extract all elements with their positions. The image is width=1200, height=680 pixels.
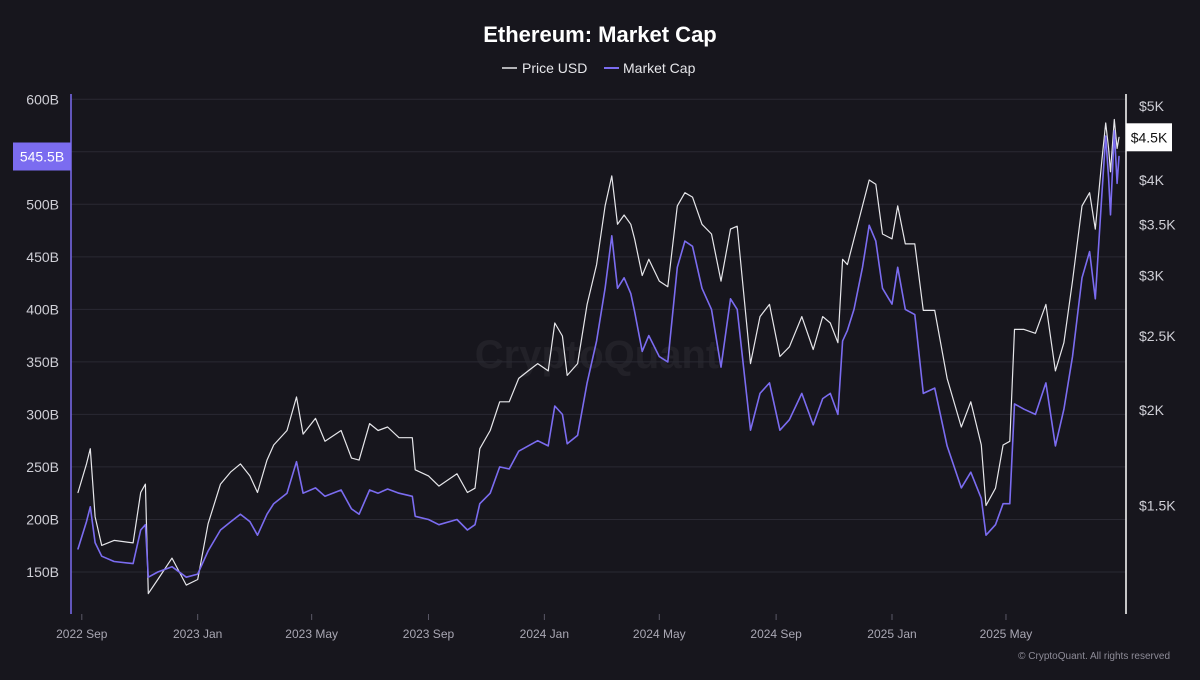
x-tick-label: 2024 May bbox=[633, 627, 686, 641]
right-tick-label: $2K bbox=[1139, 402, 1165, 418]
right-tick-label: $4K bbox=[1139, 172, 1165, 188]
left-tick-label: 500B bbox=[26, 196, 59, 212]
price-current-value: $4.5K bbox=[1131, 129, 1168, 145]
market-cap-current-badge bbox=[13, 142, 71, 171]
left-tick-label: 350B bbox=[26, 354, 59, 370]
x-tick-label: 2025 Jan bbox=[867, 627, 916, 641]
left-axis: 150B 200B 250B 300B 350B 400B 450B 500B 600B bbox=[26, 91, 72, 614]
x-tick-label: 2022 Sep bbox=[56, 627, 108, 641]
left-tick-label: 150B bbox=[26, 564, 59, 580]
right-tick-label: $1.5K bbox=[1139, 497, 1176, 513]
x-tick-label: 2023 May bbox=[285, 627, 338, 641]
market-cap-current-value: 545.5B bbox=[20, 149, 64, 165]
left-tick-label: 600B bbox=[26, 91, 59, 107]
right-tick-label: $3.5K bbox=[1139, 216, 1176, 232]
right-tick-label: $2.5K bbox=[1139, 328, 1176, 344]
left-tick-label: 250B bbox=[26, 459, 59, 475]
current-value-badges: 545.5B $4.5K bbox=[13, 123, 1172, 171]
series-layer bbox=[77, 118, 1120, 595]
market-cap-line bbox=[77, 130, 1120, 578]
left-tick-label: 400B bbox=[26, 301, 59, 317]
x-tick-label: 2023 Jan bbox=[173, 627, 222, 641]
legend-market-cap-label: Market Cap bbox=[623, 60, 696, 76]
chart-title: Ethereum: Market Cap bbox=[483, 22, 717, 47]
right-tick-label: $5K bbox=[1139, 98, 1165, 114]
legend-price-label: Price USD bbox=[522, 60, 587, 76]
right-axis: $1.5K $2K $2.5K $3K $3.5K $4K $5K bbox=[1125, 94, 1176, 614]
legend: Price USD Market Cap bbox=[502, 60, 696, 76]
x-tick-label: 2024 Jan bbox=[520, 627, 569, 641]
footer-credit: © CryptoQuant. All rights reserved bbox=[1018, 651, 1170, 662]
left-tick-label: 200B bbox=[26, 511, 59, 527]
x-tick-label: 2023 Sep bbox=[403, 627, 455, 641]
x-tick-label: 2024 Sep bbox=[750, 627, 802, 641]
left-tick-label: 300B bbox=[26, 406, 59, 422]
x-tick-label: 2025 May bbox=[980, 627, 1033, 641]
right-tick-label: $3K bbox=[1139, 267, 1165, 283]
price-usd-line bbox=[77, 118, 1120, 595]
left-tick-label: 450B bbox=[26, 249, 59, 265]
x-axis: 2022 Sep 2023 Jan 2023 May 2023 Sep 2024 Jan… bbox=[56, 614, 1032, 641]
price-current-badge bbox=[1126, 123, 1172, 152]
